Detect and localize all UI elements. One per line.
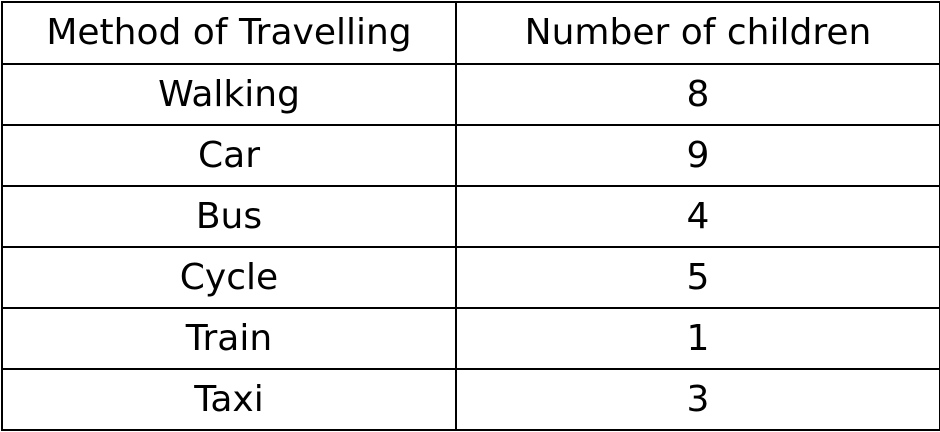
table-row: Bus 4 <box>1 185 940 248</box>
table-header-row: Method of Travelling Number of children <box>1 1 940 65</box>
count-cell: 1 <box>455 307 940 370</box>
method-cell: Bus <box>1 185 457 248</box>
method-cell: Taxi <box>1 368 457 431</box>
method-cell: Train <box>1 307 457 370</box>
table-row: Train 1 <box>1 307 940 370</box>
method-cell: Cycle <box>1 246 457 309</box>
table-row: Cycle 5 <box>1 246 940 309</box>
count-cell: 4 <box>455 185 940 248</box>
table-row: Car 9 <box>1 124 940 187</box>
count-cell: 9 <box>455 124 940 187</box>
method-cell: Walking <box>1 63 457 126</box>
count-cell: 8 <box>455 63 940 126</box>
table-row: Walking 8 <box>1 63 940 126</box>
count-cell: 3 <box>455 368 940 431</box>
header-count: Number of children <box>455 1 940 65</box>
count-cell: 5 <box>455 246 940 309</box>
method-cell: Car <box>1 124 457 187</box>
header-method: Method of Travelling <box>1 1 457 65</box>
table-row: Taxi 3 <box>1 368 940 431</box>
